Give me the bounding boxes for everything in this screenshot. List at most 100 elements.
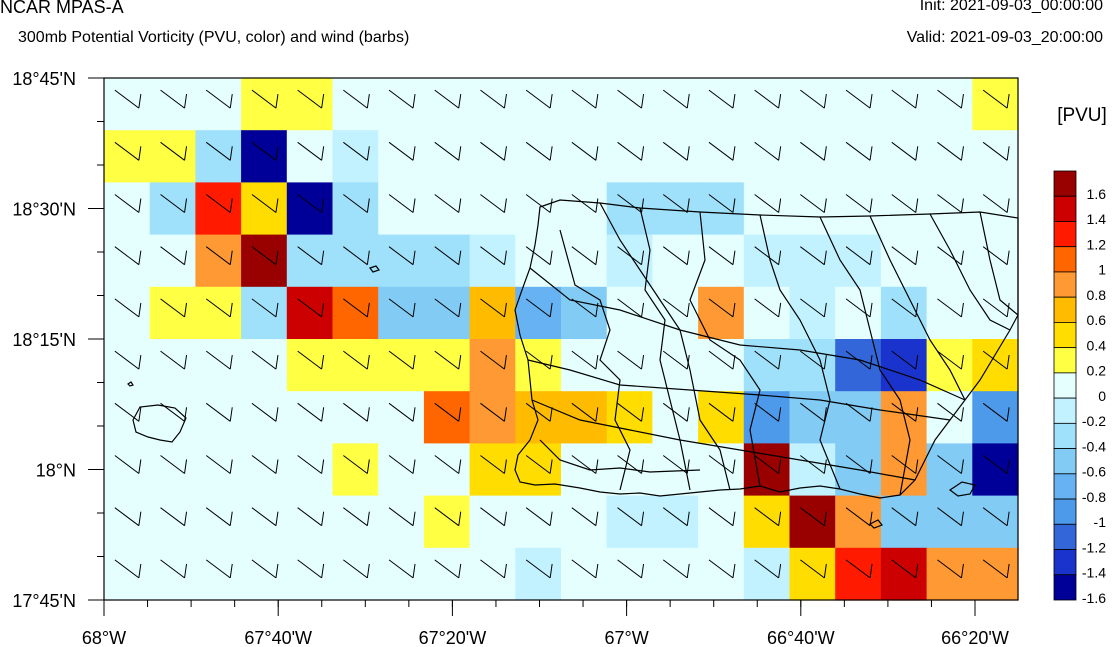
pv-cell [835, 547, 882, 601]
colorbar-box [1053, 498, 1077, 525]
wind-barb [754, 559, 782, 579]
wind-barb [114, 350, 142, 370]
wind-barb [114, 507, 142, 527]
wind-barb [982, 455, 1010, 474]
pv-cell [378, 391, 425, 444]
pv-cell [880, 286, 928, 340]
wind-barb [662, 402, 690, 422]
colorbar-box [1053, 523, 1077, 550]
pv-cell [469, 78, 516, 131]
valid-time: Valid: 2021-09-03_20:00:00 [906, 29, 1103, 46]
wind-barb [343, 402, 370, 422]
pv-cell [561, 78, 608, 131]
wind-barb [937, 350, 964, 370]
wind-barb [617, 246, 645, 266]
wind-barb [160, 194, 188, 213]
pv-cell [880, 495, 928, 549]
pv-cell [423, 391, 471, 444]
wind-barb [800, 559, 827, 579]
pv-cell [195, 130, 242, 183]
wind-barb [937, 559, 964, 579]
pv-cell [972, 443, 1019, 497]
pv-cell [606, 130, 653, 183]
wind-barb [571, 507, 599, 527]
pv-cell [378, 443, 425, 497]
pv-cell [149, 443, 196, 497]
wind-barb [891, 141, 919, 161]
wind-barb [297, 350, 325, 370]
pv-cell [835, 182, 882, 236]
pv-cell [195, 443, 242, 497]
wind-barb [343, 298, 370, 318]
pv-cell [469, 286, 516, 340]
pv-cell [972, 78, 1019, 131]
wind-barb [434, 194, 462, 213]
pv-cell [972, 547, 1019, 601]
wind-barb [662, 298, 690, 318]
y-tick-label: 18°45'N [12, 69, 76, 89]
wind-barb [343, 141, 370, 161]
wind-barb [708, 350, 736, 370]
colorbar-label: 0.8 [1087, 287, 1107, 303]
wind-barb [434, 559, 462, 579]
wind-barb [343, 89, 370, 109]
pv-cell [104, 443, 151, 497]
wind-barb [160, 402, 188, 422]
colorbar-box [1053, 422, 1077, 449]
wind-barb [754, 141, 782, 161]
pv-cell [378, 78, 425, 131]
wind-barbs [114, 89, 1010, 579]
wind-barb [845, 455, 873, 474]
pv-cell [926, 182, 973, 236]
pv-cell [149, 234, 196, 288]
pv-cell [241, 130, 288, 183]
pv-cell [789, 130, 836, 183]
pv-cell [469, 182, 516, 236]
wind-barb [160, 350, 188, 370]
wind-barb [891, 246, 919, 266]
pv-cell [880, 78, 928, 131]
pv-cell [378, 339, 425, 392]
wind-barb [525, 141, 553, 161]
x-tick-label: 67°40'W [244, 628, 312, 647]
wind-barb [480, 507, 507, 527]
wind-barb [571, 246, 599, 266]
wind-barb [662, 89, 690, 109]
wind-barb [708, 402, 736, 422]
pv-cell [972, 391, 1019, 444]
pv-cell [926, 78, 973, 131]
colorbar-label: -1 [1094, 514, 1107, 530]
pv-cell [286, 130, 334, 183]
pv-cell [469, 495, 516, 549]
pv-cell [972, 182, 1019, 236]
pv-cell [743, 130, 791, 183]
colorbar-label: -0.8 [1082, 489, 1106, 505]
wind-barb [982, 194, 1010, 213]
wind-barb [160, 246, 188, 266]
colorbar-label: -0.2 [1082, 413, 1106, 429]
wind-barb [480, 350, 507, 370]
pv-cell [789, 547, 836, 601]
pv-cell [743, 182, 791, 236]
pv-cell [149, 495, 196, 549]
pv-cell [149, 182, 196, 236]
wind-barb [205, 455, 233, 474]
wind-barb [708, 89, 736, 109]
pv-cell [241, 286, 288, 340]
pv-cell [241, 443, 288, 497]
wind-barb [160, 89, 188, 109]
wind-barb [800, 402, 827, 422]
colorbar-box [1053, 574, 1077, 601]
colorbar-boxes [1053, 170, 1077, 601]
pv-cell [789, 495, 836, 549]
colorbar-box [1053, 221, 1077, 248]
pv-cell [332, 234, 379, 288]
wind-barb [160, 455, 188, 474]
wind-barb [708, 298, 736, 318]
wind-barb [754, 194, 782, 213]
pv-cell [926, 547, 973, 601]
colorbar-box [1053, 448, 1077, 475]
pv-cell [652, 234, 699, 288]
x-tick-label: 66°20'W [941, 628, 1009, 647]
